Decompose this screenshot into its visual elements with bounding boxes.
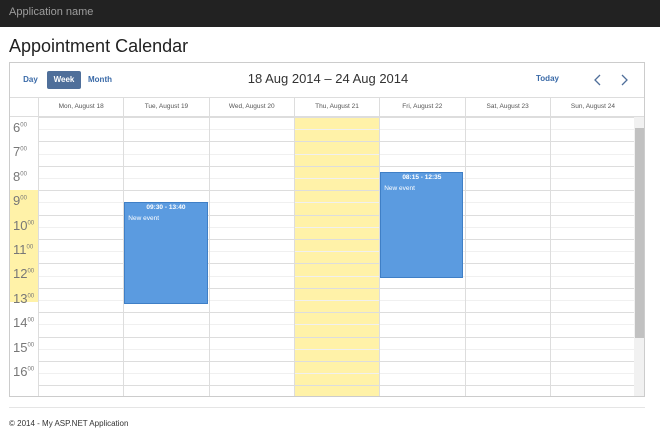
hour-line (38, 361, 634, 362)
column-line (379, 117, 381, 396)
header-row (10, 97, 644, 117)
half-hour-line (38, 251, 634, 253)
hour-label: 1200 (13, 266, 34, 281)
column-line (123, 117, 125, 396)
footer: © 2014 - My ASP.NET Application (9, 419, 129, 428)
today-button[interactable]: Today (536, 74, 559, 83)
hour: 12 (13, 266, 28, 282)
day-header: Tue, August 19 (123, 97, 208, 117)
half-hour-line (38, 202, 634, 204)
hour-label: 1300 (13, 291, 34, 306)
minutes: 00 (20, 147, 27, 154)
minutes: 00 (20, 195, 27, 202)
hour-line (38, 214, 634, 216)
event-title: New event (384, 184, 415, 192)
view-button[interactable]: Week (47, 71, 81, 89)
hour-line (38, 312, 634, 314)
view-button[interactable]: Month (88, 75, 112, 84)
hour: 15 (13, 339, 28, 355)
half-hour-line (38, 373, 634, 375)
hour-line (38, 239, 634, 240)
day-header: Fri, August 22 (379, 97, 464, 117)
half-hour-line (38, 348, 634, 350)
minutes: 00 (27, 317, 35, 324)
hour-line (38, 336, 634, 338)
hour: 9 (13, 193, 21, 209)
navbar: Application name (0, 0, 660, 27)
page-title: Appointment Calendar (9, 36, 189, 56)
column-line (38, 117, 39, 396)
nav-arrows[interactable] (588, 70, 645, 90)
app-name[interactable]: Application name (9, 6, 94, 18)
hour-label: 900 (13, 193, 27, 208)
half-hour-line (38, 153, 634, 155)
hour: 8 (13, 168, 21, 184)
hour-line (38, 385, 634, 387)
hour: 6 (13, 120, 21, 135)
minutes: 00 (26, 244, 34, 251)
hour: 11 (13, 242, 27, 257)
day-header: Sun, August 24 (549, 97, 635, 117)
minutes: 00 (27, 366, 35, 373)
event[interactable]: 09:30 - 13:40 New event (124, 202, 208, 305)
view-button[interactable]: Day (23, 75, 38, 84)
half-hour-line (38, 226, 634, 228)
half-hour-line (38, 300, 634, 301)
hour: 7 (13, 144, 21, 160)
hour-label: 800 (13, 169, 27, 184)
event-time: 08:15 - 12:35 (402, 173, 442, 181)
hour-label: 600 (13, 120, 27, 135)
half-hour-line (38, 275, 634, 277)
hour-label: 1100 (13, 242, 33, 257)
prev-arrow[interactable] (594, 74, 601, 86)
hour-line (38, 190, 634, 192)
next-arrow[interactable] (621, 74, 628, 86)
hour-label: 1600 (13, 364, 34, 379)
hour-label: 1500 (13, 340, 34, 355)
minutes: 00 (27, 342, 35, 349)
today-column (293, 117, 380, 396)
time-highlight (10, 190, 38, 303)
day-header: Mon, August 18 (38, 97, 123, 117)
event[interactable]: 08:15 - 12:35 New event (380, 171, 464, 278)
hour: 14 (13, 315, 28, 331)
event-time: 09:30 - 13:40 (146, 204, 186, 212)
half-hour-line (38, 129, 634, 131)
hour: 10 (13, 217, 28, 233)
column-line (293, 117, 295, 396)
hour-line (38, 165, 634, 167)
hour: 13 (13, 290, 28, 306)
hour-label: 1000 (13, 218, 34, 233)
hour-line (38, 263, 634, 265)
hour: 16 (13, 364, 28, 379)
minutes: 00 (27, 269, 35, 276)
column-line (549, 117, 551, 396)
minutes: 00 (27, 293, 35, 300)
event-title: New event (128, 215, 160, 223)
hour-label: 700 (13, 144, 27, 159)
minutes: 00 (27, 220, 35, 227)
column-line (208, 117, 210, 396)
hour-line (38, 141, 634, 143)
scrollbar-thumb[interactable] (635, 128, 644, 338)
half-hour-line (38, 178, 634, 179)
calendar: Day Week Month 18 Aug 2014 – 24 Aug 2014 Tod… (9, 62, 645, 397)
hour-line (38, 287, 634, 289)
divider (9, 407, 645, 408)
date-range: 18 Aug 2014 – 24 Aug 2014 (247, 71, 409, 86)
hour-line (38, 117, 634, 118)
half-hour-line (38, 324, 634, 326)
day-header: Wed, August 20 (208, 97, 294, 117)
time-grid: 600 700 800 900 1000 1100 1200 1300 1400 1500 1600… (10, 117, 634, 396)
day-header: Thu, August 21 (293, 97, 379, 117)
column-line (464, 117, 466, 396)
day-header: Sat, August 23 (464, 97, 550, 117)
minutes: 00 (20, 122, 27, 129)
hour-label: 1400 (13, 315, 34, 330)
minutes: 00 (20, 171, 27, 178)
